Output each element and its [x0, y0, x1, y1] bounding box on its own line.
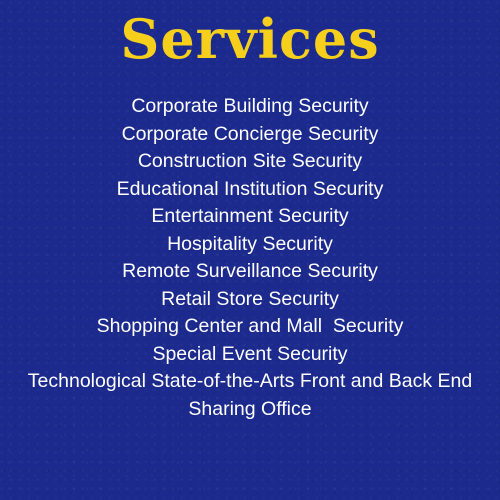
list-item: Shopping Center and Mall Security	[96, 315, 404, 337]
list-item: Retail Store Security	[161, 287, 339, 310]
page-title: Services	[120, 7, 380, 71]
services-list: Corporate Building Security Corporate Co…	[0, 93, 500, 423]
list-item: Corporate Concierge Security	[121, 122, 379, 145]
list-item: Construction Site Security	[137, 150, 363, 172]
list-item: Special Event Security	[152, 342, 348, 365]
list-item: Corporate Building Security	[131, 95, 369, 117]
list-item: Remote Surveillance Security	[122, 260, 378, 282]
list-item: Hospitality Security	[167, 232, 333, 255]
list-item: Technological State-of-the-Arts Front an…	[27, 370, 473, 420]
list-item: Entertainment Security	[151, 205, 349, 227]
list-item: Educational Institution Security	[116, 177, 384, 200]
